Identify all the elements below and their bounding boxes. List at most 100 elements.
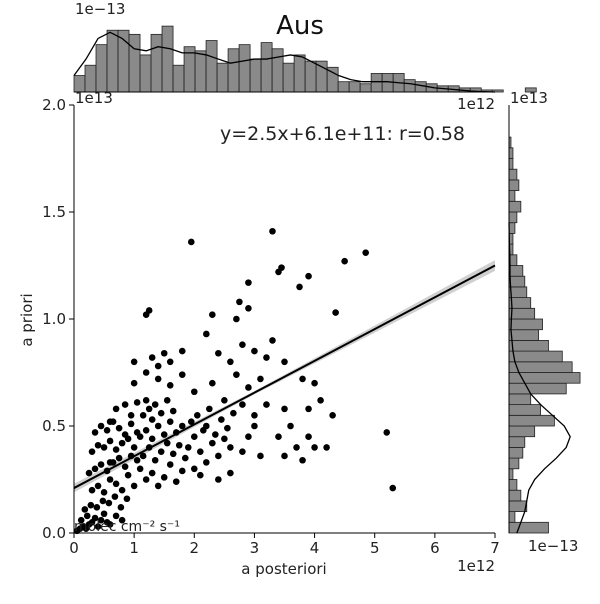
scatter-point (148, 416, 156, 423)
scatter-point (145, 444, 153, 451)
top-hist-bar (260, 42, 273, 93)
scatter-point (133, 456, 141, 464)
y-tick-label: 0.5 (42, 417, 66, 435)
scatter-point (187, 418, 195, 426)
scatter-point (190, 433, 198, 441)
right-hist-bar (508, 521, 549, 534)
scatter-point (239, 401, 246, 408)
y-offset-label: 1e13 (75, 89, 113, 107)
scatter-point (178, 422, 186, 430)
scatter-point (123, 495, 131, 503)
scatter-point (154, 422, 162, 430)
scatter-point (257, 375, 264, 383)
chart-title: Aus (276, 11, 324, 41)
scatter-point (203, 330, 210, 338)
scatter-point (169, 407, 177, 415)
scatter-point (160, 349, 168, 357)
right-hist-bar (508, 147, 514, 159)
scatter-point (124, 471, 132, 479)
scatter-point (299, 456, 306, 464)
scatter-point (112, 446, 120, 453)
scatter-point (296, 283, 303, 291)
scatter-point (293, 444, 300, 451)
scatter-point (100, 510, 108, 518)
right-hist-bar (508, 211, 518, 224)
scatter-point (117, 504, 125, 511)
scatter-point (181, 454, 189, 462)
top-hist-bar (414, 81, 427, 93)
right-hist-offset-label: 1e−13 (528, 537, 578, 555)
scatter-point (190, 465, 198, 473)
scatter-point (341, 257, 348, 265)
scatter-point (332, 309, 339, 316)
right-hist-bar (508, 275, 526, 288)
scatter-point (227, 358, 234, 366)
top-hist-bar (194, 50, 207, 93)
scatter-point (175, 441, 183, 449)
scatter-point (130, 444, 138, 451)
scatter-point (239, 341, 246, 348)
top-hist-bar (95, 44, 108, 93)
top-hist-offset-label: 1e−13 (75, 0, 125, 18)
scatter-point (197, 448, 204, 455)
scatter-point (245, 305, 252, 312)
y-tick-label: 1.5 (42, 203, 66, 221)
scatter-point (100, 489, 108, 496)
scatter-point (85, 469, 93, 477)
scatter-point (172, 429, 180, 436)
scatter-point (94, 482, 102, 490)
scatter-point (111, 493, 119, 500)
top-hist-bar (271, 48, 284, 93)
scatter-point (97, 516, 105, 524)
scatter-point (106, 476, 114, 483)
scatter-point (245, 433, 252, 441)
top-hist-bar (227, 48, 240, 93)
top-hist-bar (337, 81, 350, 93)
scatter-point (157, 409, 165, 417)
scatter-point (121, 463, 129, 470)
scatter-point (130, 358, 138, 366)
scatter-point (142, 476, 150, 483)
scatter-point (157, 448, 165, 455)
scatter-point (148, 354, 156, 361)
top-hist-bar (128, 33, 141, 93)
scatter-point (91, 429, 99, 436)
x-tick-label: 5 (370, 539, 380, 557)
top-hist-bar (172, 64, 185, 93)
scatter-point (172, 478, 180, 485)
scatter-point (245, 279, 252, 286)
scatter-point (187, 238, 195, 246)
scatter-point (218, 416, 225, 423)
scatter-point (281, 452, 288, 460)
scatter-point (93, 504, 101, 511)
right-marginal-histogram (508, 105, 581, 534)
scatter-point (317, 397, 324, 404)
scatter-point (281, 405, 288, 413)
top-hist-bar (403, 79, 416, 93)
scatter-point (127, 412, 135, 419)
right-hist-bar (508, 200, 522, 213)
scatter-point (215, 476, 222, 483)
scatter-point (163, 439, 171, 447)
scatter-point (118, 516, 126, 524)
scatter-point (299, 375, 306, 383)
scatter-point (166, 461, 174, 468)
right-hist-bar (508, 457, 520, 470)
scatter-point (221, 397, 228, 404)
scatter-point (287, 422, 294, 430)
scatter-point (245, 384, 252, 391)
top-hist-bar (524, 87, 537, 93)
scatter-point (112, 512, 120, 520)
scatter-point (127, 452, 135, 460)
x-axis-label: a posteriori (241, 560, 326, 578)
scatter-point (148, 469, 156, 477)
scatter-point (148, 435, 156, 443)
right-hist-bar (508, 307, 536, 320)
scatter-point (115, 454, 123, 462)
right-hist-bar (508, 382, 567, 395)
scatter-point (257, 452, 264, 460)
scatter-point (105, 499, 113, 507)
right-hist-bar (508, 489, 522, 502)
